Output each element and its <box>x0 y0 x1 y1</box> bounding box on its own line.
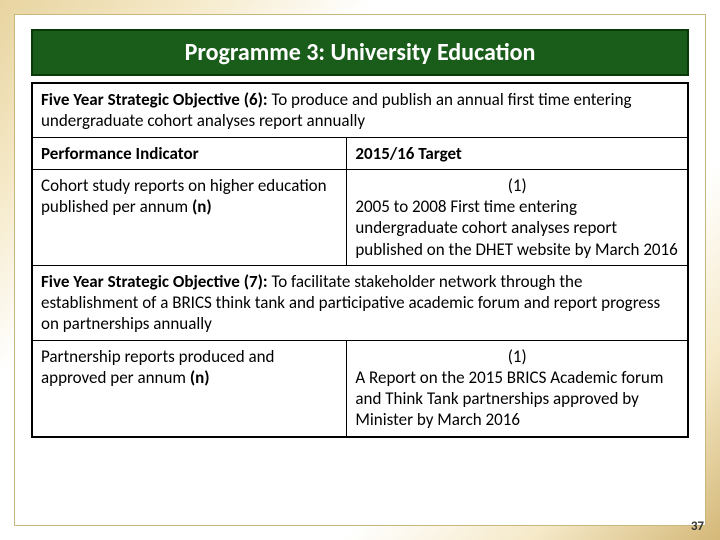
indicator-n: (n) <box>192 196 212 217</box>
col-header-target: 2015/16 Target <box>347 137 688 169</box>
indicator-n: (n) <box>190 367 210 388</box>
indicator-text: Partnership reports produced and approve… <box>41 346 274 388</box>
target-cell: (1) A Report on the 2015 BRICS Academic … <box>347 340 688 437</box>
slide-frame: Programme 3: University Education Five Y… <box>0 0 720 540</box>
slide-inner: Programme 3: University Education Five Y… <box>14 14 706 526</box>
col-header-indicator: Performance Indicator <box>32 137 347 169</box>
indicator-text: Cohort study reports on higher education… <box>41 175 327 217</box>
table-row: Performance Indicator 2015/16 Target <box>32 137 688 169</box>
table-row: Cohort study reports on higher education… <box>32 169 688 265</box>
target-cell: (1) 2005 to 2008 First time entering und… <box>347 169 688 265</box>
target-num: (1) <box>355 346 679 367</box>
content-table: Five Year Strategic Objective (6): To pr… <box>31 82 689 438</box>
objective-label: Five Year Strategic Objective (6): <box>41 89 268 110</box>
objective-row: Five Year Strategic Objective (7): To fa… <box>32 265 688 340</box>
objective-label: Five Year Strategic Objective (7): <box>41 271 268 292</box>
target-text: A Report on the 2015 BRICS Academic foru… <box>355 367 663 431</box>
indicator-cell: Cohort study reports on higher education… <box>32 169 347 265</box>
table-row: Five Year Strategic Objective (6): To pr… <box>32 83 688 137</box>
page-number: 37 <box>691 519 704 534</box>
objective-row: Five Year Strategic Objective (6): To pr… <box>32 83 688 137</box>
target-num: (1) <box>355 175 679 196</box>
target-text: 2005 to 2008 First time entering undergr… <box>355 196 677 260</box>
slide-title: Programme 3: University Education <box>31 29 689 76</box>
table-row: Five Year Strategic Objective (7): To fa… <box>32 265 688 340</box>
indicator-cell: Partnership reports produced and approve… <box>32 340 347 437</box>
table-row: Partnership reports produced and approve… <box>32 340 688 437</box>
